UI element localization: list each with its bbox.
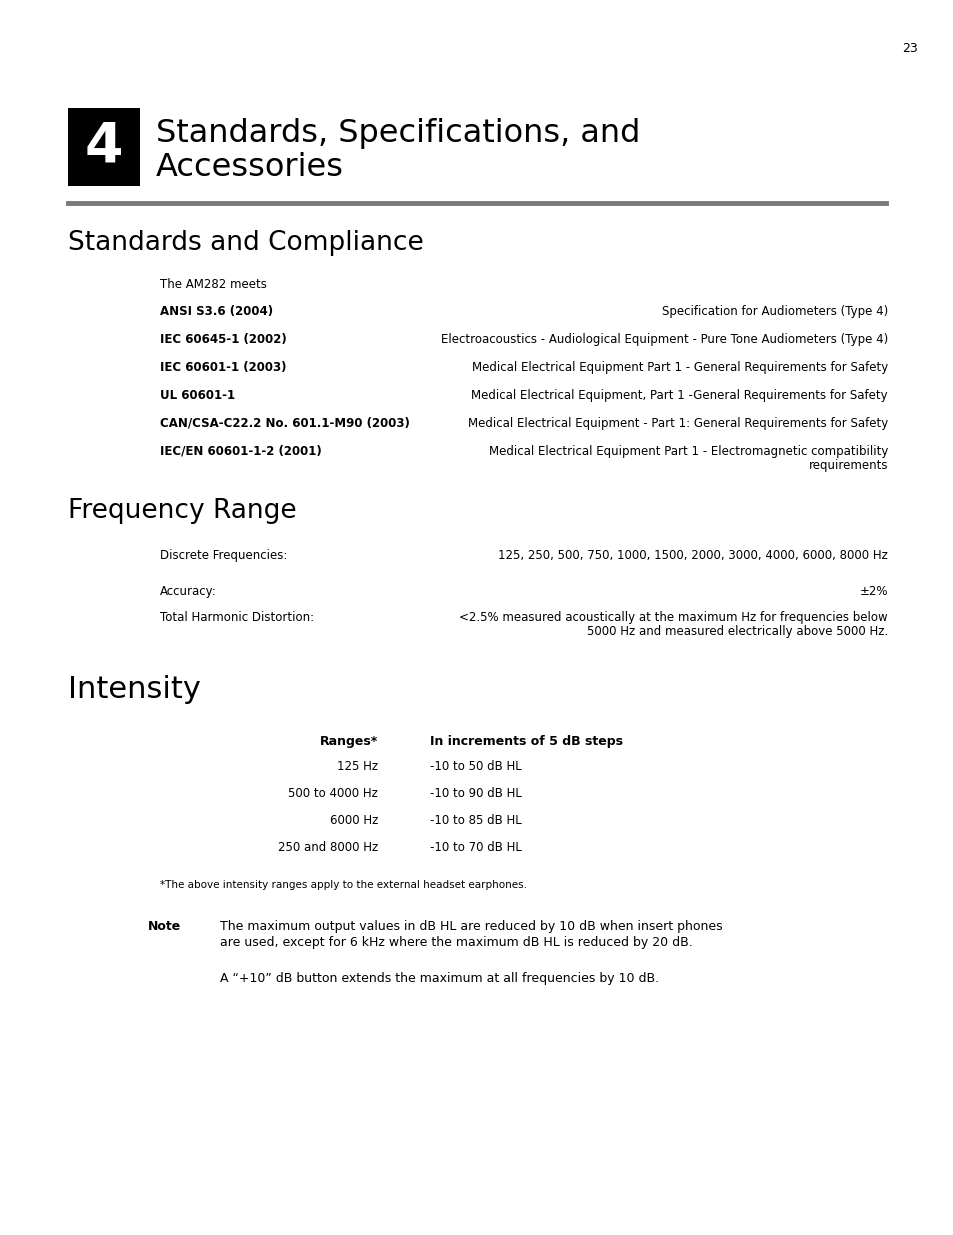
Text: <2.5% measured acoustically at the maximum Hz for frequencies below: <2.5% measured acoustically at the maxim… xyxy=(459,611,887,624)
Text: 6000 Hz: 6000 Hz xyxy=(330,814,377,827)
Text: 500 to 4000 Hz: 500 to 4000 Hz xyxy=(288,787,377,800)
Text: *The above intensity ranges apply to the external headset earphones.: *The above intensity ranges apply to the… xyxy=(160,881,526,890)
Text: UL 60601-1: UL 60601-1 xyxy=(160,389,234,403)
Text: Electroacoustics - Audiological Equipment - Pure Tone Audiometers (Type 4): Electroacoustics - Audiological Equipmen… xyxy=(440,333,887,346)
Text: Note: Note xyxy=(148,920,181,932)
Text: Ranges*: Ranges* xyxy=(319,735,377,748)
Text: Standards and Compliance: Standards and Compliance xyxy=(68,230,423,256)
Bar xyxy=(68,107,140,186)
Text: Medical Electrical Equipment - Part 1: General Requirements for Safety: Medical Electrical Equipment - Part 1: G… xyxy=(467,417,887,430)
Text: Standards, Specifications, and: Standards, Specifications, and xyxy=(156,119,639,149)
Text: Discrete Frequencies:: Discrete Frequencies: xyxy=(160,550,287,562)
Text: Medical Electrical Equipment, Part 1 -General Requirements for Safety: Medical Electrical Equipment, Part 1 -Ge… xyxy=(471,389,887,403)
Text: The AM282 meets: The AM282 meets xyxy=(160,278,267,291)
Text: CAN/CSA-C22.2 No. 601.1-M90 (2003): CAN/CSA-C22.2 No. 601.1-M90 (2003) xyxy=(160,417,410,430)
Text: IEC 60645-1 (2002): IEC 60645-1 (2002) xyxy=(160,333,287,346)
Text: 250 and 8000 Hz: 250 and 8000 Hz xyxy=(277,841,377,853)
Text: ANSI S3.6 (2004): ANSI S3.6 (2004) xyxy=(160,305,273,317)
Text: IEC 60601-1 (2003): IEC 60601-1 (2003) xyxy=(160,361,286,374)
Text: -10 to 85 dB HL: -10 to 85 dB HL xyxy=(430,814,521,827)
Text: 125 Hz: 125 Hz xyxy=(336,760,377,773)
Text: Intensity: Intensity xyxy=(68,676,201,704)
Text: IEC/EN 60601-1-2 (2001): IEC/EN 60601-1-2 (2001) xyxy=(160,445,321,458)
Text: Total Harmonic Distortion:: Total Harmonic Distortion: xyxy=(160,611,314,624)
Text: -10 to 90 dB HL: -10 to 90 dB HL xyxy=(430,787,521,800)
Text: -10 to 70 dB HL: -10 to 70 dB HL xyxy=(430,841,521,853)
Text: A “+10” dB button extends the maximum at all frequencies by 10 dB.: A “+10” dB button extends the maximum at… xyxy=(220,972,659,986)
Text: 23: 23 xyxy=(902,42,917,56)
Text: The maximum output values in dB HL are reduced by 10 dB when insert phones: The maximum output values in dB HL are r… xyxy=(220,920,721,932)
Text: Medical Electrical Equipment Part 1 - Electromagnetic compatibility: Medical Electrical Equipment Part 1 - El… xyxy=(488,445,887,458)
Text: In increments of 5 dB steps: In increments of 5 dB steps xyxy=(430,735,622,748)
Text: requirements: requirements xyxy=(807,459,887,472)
Text: Accuracy:: Accuracy: xyxy=(160,585,216,598)
Text: Specification for Audiometers (Type 4): Specification for Audiometers (Type 4) xyxy=(661,305,887,317)
Text: 125, 250, 500, 750, 1000, 1500, 2000, 3000, 4000, 6000, 8000 Hz: 125, 250, 500, 750, 1000, 1500, 2000, 30… xyxy=(497,550,887,562)
Text: Frequency Range: Frequency Range xyxy=(68,498,296,524)
Text: Accessories: Accessories xyxy=(156,152,344,183)
Text: Medical Electrical Equipment Part 1 - General Requirements for Safety: Medical Electrical Equipment Part 1 - Ge… xyxy=(471,361,887,374)
Text: are used, except for 6 kHz where the maximum dB HL is reduced by 20 dB.: are used, except for 6 kHz where the max… xyxy=(220,936,692,948)
Text: 4: 4 xyxy=(85,120,123,174)
Text: ±2%: ±2% xyxy=(859,585,887,598)
Text: 5000 Hz and measured electrically above 5000 Hz.: 5000 Hz and measured electrically above … xyxy=(586,625,887,638)
Text: -10 to 50 dB HL: -10 to 50 dB HL xyxy=(430,760,521,773)
